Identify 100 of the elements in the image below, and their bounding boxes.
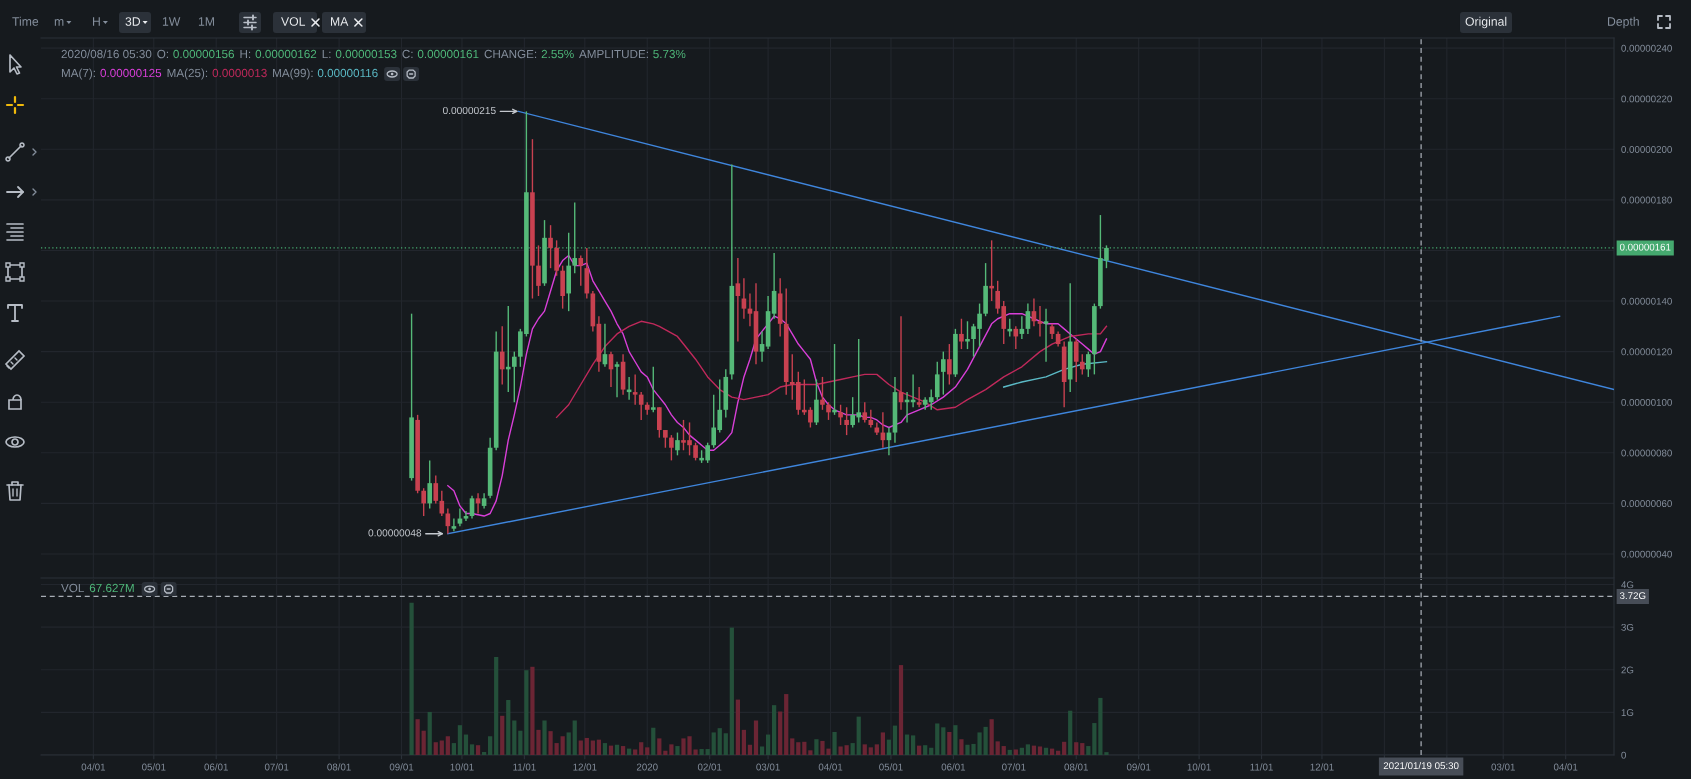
x-tick-label: 09/01 [1126, 763, 1151, 771]
bar [892, 725, 898, 755]
bar [614, 744, 620, 755]
candlestick [536, 244, 541, 297]
bar [433, 742, 438, 755]
bar [856, 716, 861, 755]
candlestick [463, 510, 469, 522]
x-tick-label: 09/01 [389, 763, 414, 771]
bar [917, 745, 922, 755]
x-tick-label: 03/01 [1491, 763, 1515, 771]
bar [421, 730, 426, 755]
text: MA(7): 0.00000125 MA(25): 0.0000013 MA(99): 0.00000116 [61, 68, 378, 80]
bar [723, 733, 728, 755]
x-tick-label: 05/01 [879, 763, 903, 771]
annotation: O: 0.00000156 [157, 49, 234, 59]
bar [880, 732, 885, 755]
ref-line-label: 3.72G [1619, 592, 1646, 600]
bar [759, 746, 765, 755]
bar [506, 700, 511, 755]
text: Time [12, 16, 39, 26]
bar [1007, 749, 1012, 755]
x-tick-label: 04/01 [818, 763, 843, 771]
bar [753, 720, 759, 755]
x-tick-label: 08/01 [1064, 763, 1088, 771]
bar [488, 736, 493, 755]
x-tick-label: 04/01 [1553, 763, 1578, 771]
x-tick-label: 12/01 [1310, 763, 1334, 771]
bar [923, 745, 928, 755]
bar [832, 731, 837, 755]
annotation: 67.627M [89, 583, 134, 593]
bar [494, 656, 499, 755]
x-tick-label: 07/01 [1002, 763, 1026, 771]
annotation: AMPLITUDE: 5.73% [579, 49, 686, 59]
candlestick [814, 378, 819, 426]
candlestick [1086, 350, 1091, 378]
x-tick-label: 10/01 [1187, 763, 1211, 771]
bar [717, 728, 722, 755]
text: 1W [162, 17, 181, 26]
candlestick [940, 350, 946, 396]
candlestick [862, 401, 868, 424]
y-tick-label: 2G [1621, 666, 1634, 674]
bar [590, 740, 595, 755]
bar [675, 746, 680, 755]
bar [735, 699, 740, 755]
bar [602, 743, 608, 755]
bar [512, 720, 517, 755]
bar [463, 734, 469, 755]
bar [868, 747, 873, 755]
bar [427, 711, 432, 755]
x-tick-label: 05/01 [142, 763, 166, 771]
bar [1062, 741, 1067, 755]
candlestick [632, 373, 638, 406]
candlestick [759, 330, 765, 363]
candlestick [451, 517, 457, 532]
bar [844, 745, 849, 755]
bar [862, 744, 867, 755]
text: MA [331, 17, 349, 26]
bar [886, 739, 892, 755]
bar [560, 736, 565, 755]
candlestick [669, 434, 674, 462]
bar [910, 735, 916, 755]
bar [1031, 745, 1037, 755]
candlestick [965, 320, 970, 350]
candlestick [499, 325, 505, 386]
bar [784, 694, 789, 755]
bar [451, 743, 456, 755]
x-tick-label: 10/01 [450, 763, 474, 771]
bar [953, 725, 958, 755]
bar [1025, 744, 1031, 755]
annotation: 0.00000215 [442, 106, 496, 115]
text: 3D [125, 17, 141, 26]
bar [633, 749, 638, 755]
bar [475, 745, 481, 755]
candlestick [433, 474, 439, 505]
bar [542, 720, 547, 755]
bar [796, 742, 801, 755]
text: Original [1465, 16, 1507, 29]
y-tick-label: 1G [1621, 709, 1634, 716]
y-tick-label: 3G [1621, 623, 1634, 631]
annotation: 0.00000048 [368, 529, 422, 537]
bar [578, 740, 583, 755]
bar [1013, 749, 1018, 755]
bar [1086, 746, 1091, 755]
candlestick [638, 391, 644, 421]
bar [469, 744, 475, 755]
bar [898, 665, 904, 755]
bar [445, 736, 450, 755]
bar [699, 749, 704, 755]
candlestick [844, 406, 849, 436]
bar [481, 752, 487, 755]
line-series [1003, 361, 1108, 388]
bar [778, 711, 783, 755]
ref-line-label: 2021/01/19 05:30 [1383, 761, 1459, 770]
text: VOL [281, 17, 306, 26]
bar [874, 744, 879, 755]
candlestick [959, 318, 964, 350]
candlestick [439, 490, 445, 517]
y-tick-label: 0.00000120 [1621, 348, 1672, 356]
bar [518, 730, 523, 755]
bar [995, 741, 1000, 755]
